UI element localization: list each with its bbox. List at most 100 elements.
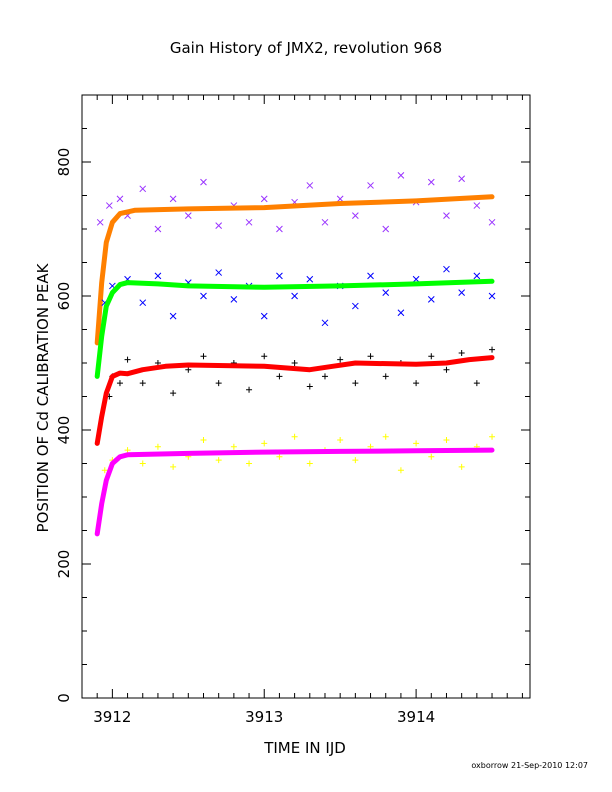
data-point: [321, 373, 328, 380]
footer-credit: oxborrow 21-Sep-2010 12:07: [471, 761, 588, 770]
data-point: [352, 302, 359, 310]
data-point: [428, 353, 435, 360]
data-point: [473, 272, 481, 280]
data-point: [428, 453, 435, 460]
data-point: [260, 312, 268, 320]
series-6: [101, 433, 496, 474]
fit-line: [94, 355, 495, 446]
data-point: [443, 212, 450, 219]
data-point: [260, 195, 268, 203]
data-point: [96, 218, 104, 226]
data-point: [488, 292, 496, 300]
data-point: [321, 218, 329, 226]
y-tick-label: 400: [55, 416, 73, 445]
data-point: [382, 373, 389, 380]
data-point: [473, 380, 480, 387]
y-axis-label: POSITION OF Cd CALIBRATION PEAK: [34, 262, 52, 532]
data-point: [154, 272, 162, 280]
data-point: [230, 443, 237, 450]
data-point: [246, 460, 253, 467]
data-point: [291, 292, 298, 300]
data-point: [352, 380, 359, 387]
y-tick-label: 200: [55, 550, 73, 579]
data-point: [458, 175, 466, 183]
data-point: [427, 295, 435, 303]
data-point: [352, 212, 359, 219]
data-point: [261, 353, 268, 360]
data-point: [124, 356, 131, 363]
data-point: [489, 433, 496, 440]
data-point: [170, 463, 177, 470]
data-point: [185, 366, 192, 373]
data-point: [116, 380, 123, 387]
data-point: [169, 312, 177, 320]
x-axis-label: TIME IN IJD: [263, 739, 346, 757]
x-tick-label: 3913: [245, 708, 283, 726]
data-point: [139, 380, 146, 387]
data-point: [367, 182, 374, 189]
data-point: [443, 265, 450, 273]
data-point: [458, 349, 465, 356]
data-point: [184, 212, 192, 219]
data-point: [306, 460, 313, 467]
data-point: [306, 182, 314, 189]
y-tick-label: 600: [55, 282, 73, 311]
data-point: [139, 185, 147, 193]
data-point: [261, 440, 268, 447]
data-point: [276, 225, 283, 233]
plot-frame: [81, 94, 531, 699]
plot-border: [81, 94, 531, 699]
data-point: [413, 380, 420, 387]
data-point: [458, 463, 465, 470]
data-point: [443, 437, 450, 444]
data-point: [473, 202, 481, 209]
series-1: [94, 194, 495, 346]
data-point: [291, 433, 298, 440]
data-point: [139, 460, 146, 467]
data-point: [412, 275, 420, 283]
data-point: [116, 195, 124, 203]
data-point: [397, 467, 404, 474]
data-point: [488, 218, 496, 226]
axis-ticks: [81, 94, 530, 699]
data-point: [200, 178, 207, 186]
data-point: [154, 443, 161, 450]
data-point: [489, 346, 496, 353]
y-tick-label: 800: [55, 148, 73, 177]
data-series: [94, 172, 496, 537]
data-point: [101, 467, 108, 474]
data-point: [458, 289, 466, 297]
x-tick-label: 3912: [93, 708, 131, 726]
x-tick-label: 3914: [397, 708, 435, 726]
data-point: [382, 225, 390, 233]
data-point: [352, 457, 359, 464]
data-point: [105, 202, 113, 209]
data-point: [367, 353, 374, 360]
data-point: [367, 272, 374, 280]
data-point: [397, 172, 405, 179]
series-4: [106, 346, 496, 400]
data-point: [306, 383, 313, 390]
data-point: [276, 453, 283, 460]
data-point: [246, 386, 253, 393]
fit-line: [94, 278, 495, 379]
data-point: [215, 222, 223, 230]
data-point: [200, 292, 207, 300]
data-point: [124, 447, 131, 454]
data-point: [276, 373, 283, 380]
data-point: [154, 225, 162, 233]
data-point: [337, 356, 344, 363]
data-point: [291, 360, 298, 366]
data-point: [245, 218, 253, 226]
y-tick-label: 0: [55, 693, 73, 703]
data-point: [169, 195, 177, 203]
data-point: [336, 195, 344, 203]
data-point: [382, 289, 390, 297]
fit-line: [94, 194, 495, 346]
data-point: [382, 433, 389, 440]
data-point: [215, 380, 222, 387]
data-point: [215, 457, 222, 464]
series-2: [101, 265, 496, 327]
data-point: [200, 437, 207, 444]
